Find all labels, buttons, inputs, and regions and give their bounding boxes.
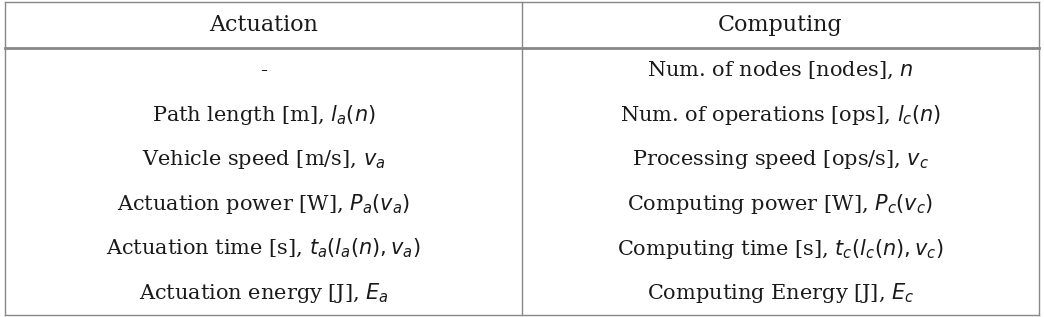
Text: Computing time [s], $t_c(l_c(n), v_c)$: Computing time [s], $t_c(l_c(n), v_c)$ bbox=[617, 236, 944, 261]
Text: Computing power [W], $P_c(v_c)$: Computing power [W], $P_c(v_c)$ bbox=[627, 192, 933, 216]
Text: Path length [m], $l_a(n)$: Path length [m], $l_a(n)$ bbox=[151, 103, 376, 127]
Text: -: - bbox=[260, 61, 267, 80]
Text: Computing Energy [J], $E_c$: Computing Energy [J], $E_c$ bbox=[646, 281, 915, 305]
Text: Num. of nodes [nodes], $n$: Num. of nodes [nodes], $n$ bbox=[647, 60, 914, 81]
Text: Vehicle speed [m/s], $v_a$: Vehicle speed [m/s], $v_a$ bbox=[142, 148, 385, 171]
Text: Processing speed [ops/s], $v_c$: Processing speed [ops/s], $v_c$ bbox=[632, 148, 929, 171]
Text: Actuation: Actuation bbox=[209, 14, 318, 36]
Text: Actuation energy [J], $E_a$: Actuation energy [J], $E_a$ bbox=[139, 281, 388, 305]
Text: Actuation power [W], $P_a(v_a)$: Actuation power [W], $P_a(v_a)$ bbox=[117, 192, 410, 216]
Text: Actuation time [s], $t_a(l_a(n), v_a)$: Actuation time [s], $t_a(l_a(n), v_a)$ bbox=[106, 237, 421, 260]
Text: Computing: Computing bbox=[718, 14, 843, 36]
Text: Num. of operations [ops], $l_c(n)$: Num. of operations [ops], $l_c(n)$ bbox=[620, 103, 941, 127]
